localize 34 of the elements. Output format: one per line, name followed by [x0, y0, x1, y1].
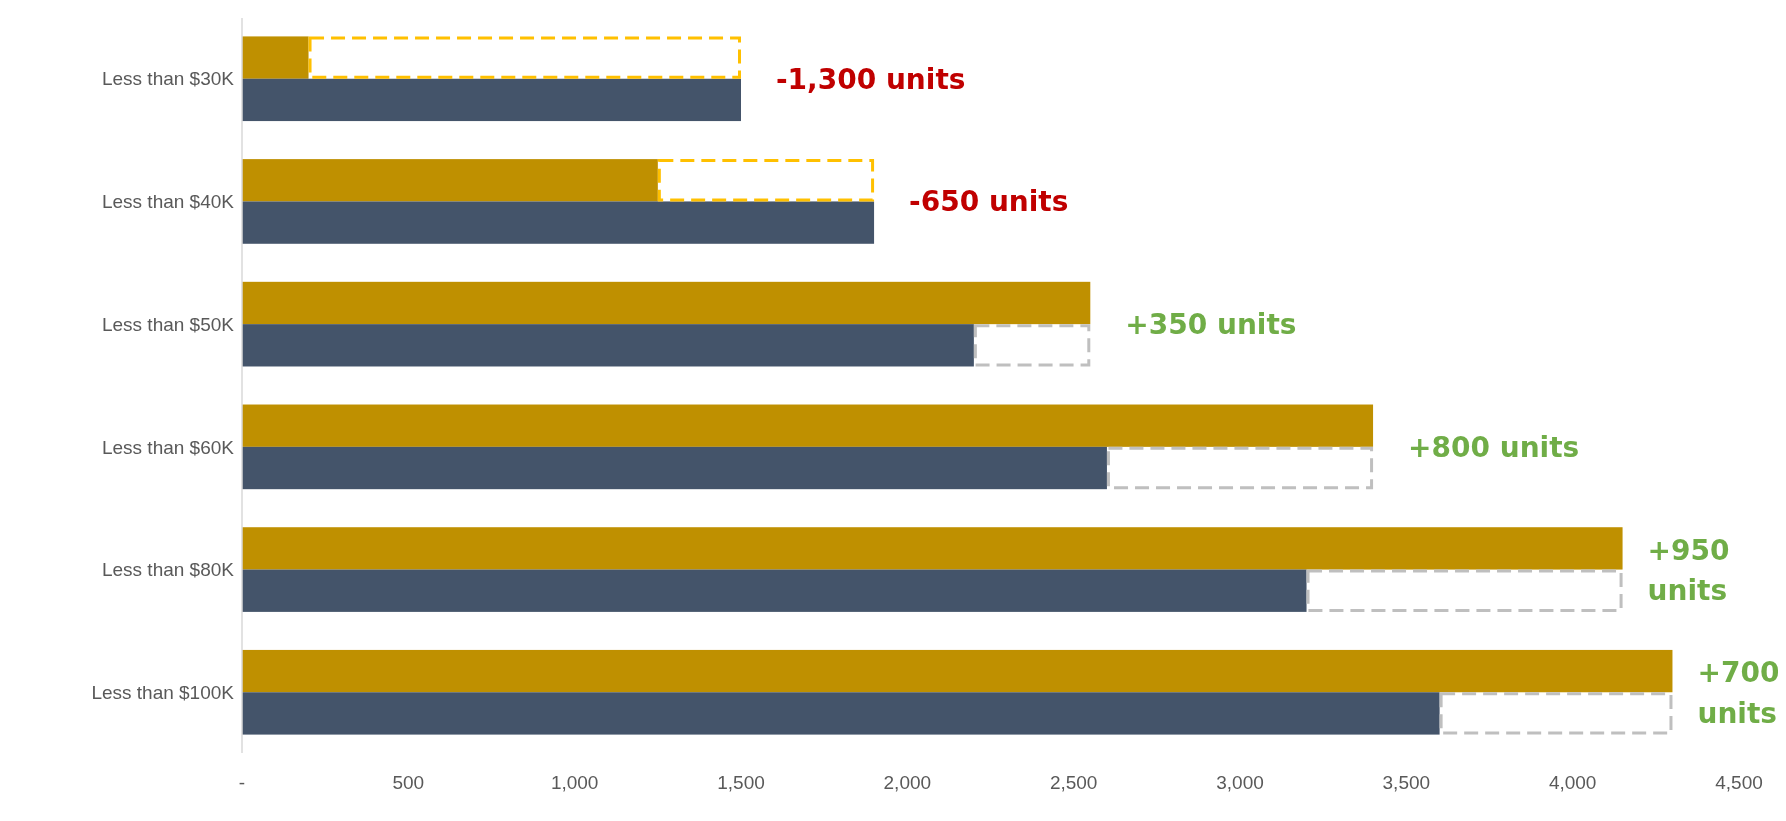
bar — [242, 446, 1107, 490]
bar — [242, 281, 1091, 325]
annotation: -1,300 units — [776, 62, 966, 96]
x-tick-label: - — [238, 772, 246, 793]
annotation: +350 units — [1125, 307, 1297, 341]
y-tick-label: Less than $40K — [101, 191, 235, 213]
x-tick-label: 1,500 — [717, 772, 765, 793]
bar — [242, 36, 309, 79]
x-tick-label: 4,500 — [1715, 772, 1763, 793]
bar — [242, 201, 875, 244]
bar — [242, 527, 1623, 570]
x-tick-label: 3,000 — [1216, 772, 1264, 793]
y-tick-label: Less than $100K — [91, 681, 235, 703]
y-tick-label: Less than $80K — [101, 559, 235, 581]
annotation: -650 units — [909, 185, 1069, 219]
bar — [242, 649, 1673, 693]
x-tick-label: 3,500 — [1382, 772, 1431, 793]
bar — [242, 324, 974, 367]
bar — [242, 78, 741, 122]
bar — [242, 404, 1374, 447]
x-tick-label: 1,000 — [550, 772, 599, 793]
annotation: +800 units — [1408, 430, 1580, 464]
bar — [242, 692, 1440, 735]
bar — [242, 569, 1307, 612]
x-tick-label: 2,000 — [883, 772, 932, 793]
annotation: +950 units — [1647, 533, 1730, 608]
x-tick-label: 2,500 — [1049, 772, 1098, 793]
x-tick-label: 500 — [392, 772, 425, 793]
y-tick-label: Less than $30K — [101, 68, 235, 90]
annotation: +700 units — [1697, 656, 1780, 731]
x-tick-label: 4,000 — [1548, 772, 1597, 793]
bar — [242, 159, 658, 202]
y-tick-label: Less than $50K — [101, 313, 235, 335]
y-tick-label: Less than $60K — [101, 436, 235, 458]
